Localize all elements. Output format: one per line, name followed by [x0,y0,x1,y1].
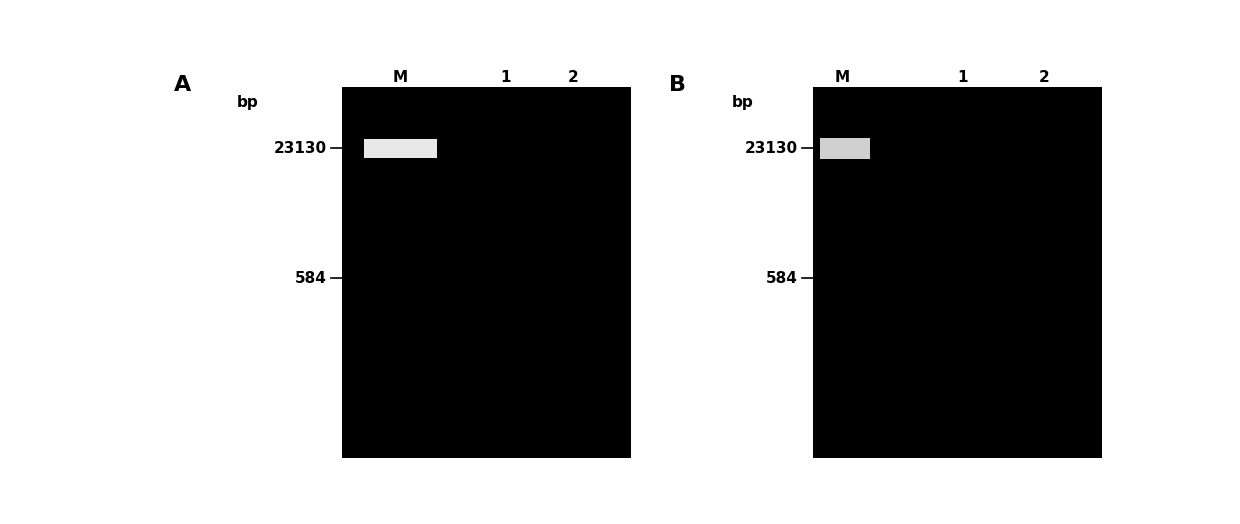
Text: 23130: 23130 [745,141,797,156]
Text: 2: 2 [568,70,578,85]
Bar [342,87,631,458]
Text: 23130: 23130 [274,141,327,156]
Text: B: B [670,75,686,95]
Text: bp: bp [732,95,754,110]
Text: 1: 1 [957,70,967,85]
Text: M: M [835,70,849,85]
Bar [813,87,1101,458]
Text: 584: 584 [766,271,797,286]
Bar [365,139,436,158]
Text: bp: bp [237,95,258,110]
Text: 1: 1 [501,70,511,85]
Text: 584: 584 [295,271,327,286]
Text: M: M [393,70,408,85]
Text: A: A [174,75,191,95]
Bar [820,138,870,159]
Text: 2: 2 [1039,70,1049,85]
